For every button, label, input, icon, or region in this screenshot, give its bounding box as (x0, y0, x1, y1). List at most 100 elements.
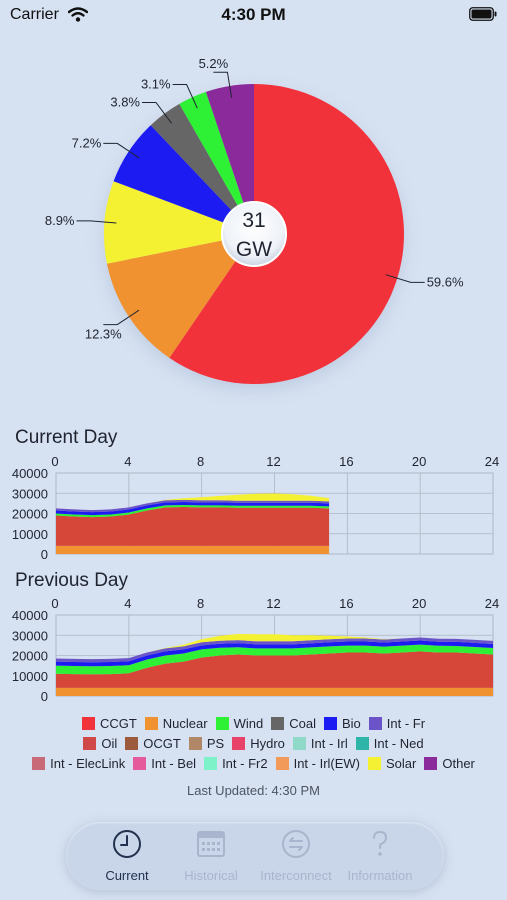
legend-swatch (204, 756, 218, 770)
x-tick-label: 20 (412, 596, 426, 611)
pie-label-other: 5.2% (199, 56, 229, 71)
legend-swatch (271, 716, 285, 730)
legend-item-int-eleclink: Int - ElecLink (32, 756, 125, 771)
legend-row: Int - ElecLink Int - Bel Int - Fr2 Int - Ir… (0, 753, 507, 773)
legend-label: CCGT (99, 715, 137, 731)
tab-information-label: Information (347, 868, 413, 883)
legend-swatch (232, 736, 246, 750)
legend-label: Coal (289, 715, 316, 731)
legend-swatch (125, 736, 139, 750)
pie-leader-line (172, 84, 198, 109)
area-ccgt (56, 507, 330, 546)
x-tick-label: 4 (124, 454, 131, 469)
tab-information[interactable]: Information (335, 822, 425, 890)
battery-icon (469, 7, 497, 21)
pie-leader-line (103, 309, 140, 326)
legend-label: Int - Fr2 (222, 755, 268, 771)
legend-swatch (368, 756, 382, 770)
calendar-icon (197, 831, 225, 857)
legend-swatch (133, 756, 147, 770)
pie-label-nuclear: 12.3% (85, 327, 122, 342)
legend-label: PS (206, 735, 225, 751)
pie-slice-other (205, 84, 254, 234)
legend-swatch (32, 756, 46, 770)
legend-swatch (188, 736, 202, 750)
x-tick-label: 0 (51, 454, 58, 469)
y-tick-label: 10000 (12, 527, 48, 542)
area-int-fr (56, 637, 493, 663)
generation-pie-chart: 59.6% 12.3% 8.9% 7.2% 3.8%3.1% 5.2% 31 GW (45, 56, 464, 390)
legend-label: Int - ElecLink (50, 755, 126, 771)
legend-label: Bio (341, 715, 361, 731)
area-ccgt (56, 651, 493, 688)
tab-historical[interactable]: Historical (166, 822, 256, 890)
y-tick-label: 20000 (12, 507, 48, 522)
legend-item-int-fr2: Int - Fr2 (204, 756, 268, 771)
previous-day-chart: 0 4 8 12 16 20 24 0 10000 20000 30000 40000 (12, 596, 499, 704)
fuel-legend: CCGT Nuclear Wind Coal Bio Int - Fr Oil OCGT PS H… (0, 713, 507, 773)
pie-leader-line (385, 274, 425, 283)
exchange-icon (282, 830, 310, 858)
pie-slice-solar (103, 181, 255, 264)
legend-label: Int - Fr (386, 715, 426, 731)
legend-label: Int - Irl(EW) (293, 755, 361, 771)
legend-label: Nuclear (162, 715, 208, 731)
legend-item-int-ned: Int - Ned (355, 736, 424, 751)
x-tick-label: 12 (266, 596, 280, 611)
legend-swatch (81, 716, 95, 730)
legend-label: Int - Irl (310, 735, 348, 751)
x-tick-label: 12 (266, 454, 280, 469)
legend-row: Oil OCGT PS Hydro Int - Irl Int - Ned (0, 733, 507, 753)
legend-item-ccgt: CCGT (81, 715, 137, 731)
x-tick-label: 24 (485, 596, 499, 611)
previous-day-title: Previous Day (15, 570, 128, 591)
legend-item-coal: Coal (271, 716, 316, 731)
legend-item-int-irl: Int - Irl (292, 735, 348, 751)
pie-leader-line (213, 71, 233, 98)
wifi-icon (68, 7, 88, 22)
area-bio (56, 502, 330, 516)
y-tick-label: 0 (41, 689, 48, 704)
legend-item-hydro: Hydro (232, 736, 285, 751)
legend-swatch (215, 716, 229, 730)
legend-label: OCGT (143, 735, 181, 751)
legend-row: CCGT Nuclear Wind Coal Bio Int - Fr (0, 713, 507, 733)
legend-swatch (275, 756, 289, 770)
carrier-label: Carrier (10, 6, 59, 23)
y-tick-label: 10000 (12, 669, 48, 684)
status-time: 4:30 PM (221, 5, 286, 24)
area-nuclear (56, 545, 330, 554)
status-bar: Carrier 4:30 PM (0, 0, 507, 32)
legend-swatch (424, 756, 438, 770)
legend-label: Other (442, 755, 475, 771)
x-tick-label: 24 (485, 454, 499, 469)
pie-slice-nuclear (106, 234, 254, 358)
area-wind (56, 505, 330, 518)
pie-center-circle (221, 201, 287, 267)
area-int-fr (56, 499, 330, 513)
legend-item-solar: Solar (368, 756, 416, 771)
x-tick-label: 16 (339, 454, 353, 469)
y-tick-label: 0 (41, 547, 48, 562)
legend-label: Wind (233, 715, 264, 731)
x-tick-label: 0 (51, 596, 58, 611)
pie-leader-line (103, 142, 140, 159)
legend-swatch (368, 716, 382, 730)
area-solar (56, 493, 330, 511)
area-solar (56, 634, 493, 660)
tab-current[interactable]: Current (82, 822, 172, 890)
area-wind (56, 644, 493, 675)
tab-interconnect[interactable]: Interconnect (251, 822, 341, 890)
last-updated-label: Last Updated: 4:30 PM (187, 783, 320, 798)
y-tick-label: 40000 (12, 466, 48, 481)
tab-current-label: Current (105, 868, 149, 883)
legend-item-ps: PS (188, 735, 225, 751)
legend-item-other: Other (424, 756, 475, 771)
clock-icon (113, 830, 141, 858)
x-tick-label: 20 (412, 454, 426, 469)
y-tick-label: 20000 (12, 649, 48, 664)
legend-swatch (144, 716, 158, 730)
legend-label: Int - Bel (151, 755, 197, 771)
legend-item-int-irl-ew: Int - Irl(EW) (275, 755, 361, 771)
pie-leader-line (76, 220, 117, 224)
